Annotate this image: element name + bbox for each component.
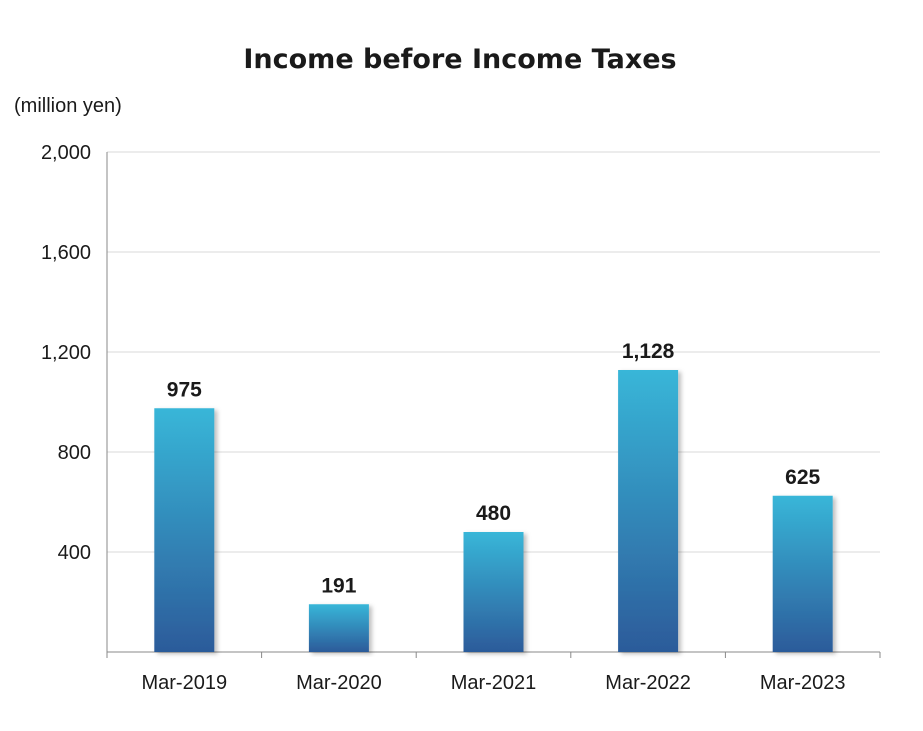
y-tick-label: 800 <box>58 442 91 464</box>
x-category-label: Mar-2021 <box>451 672 537 694</box>
bars <box>154 370 833 652</box>
bar-mar-2020 <box>308 604 369 652</box>
y-tick-label: 400 <box>58 542 91 564</box>
bar-mar-2022 <box>618 370 679 652</box>
bar-mar-2023 <box>772 495 833 652</box>
y-tick-label: 1,600 <box>41 242 91 264</box>
x-category-label: Mar-2019 <box>141 672 227 694</box>
gridlines <box>107 151 880 553</box>
data-label: 480 <box>476 502 511 525</box>
bar-mar-2019 <box>154 408 215 652</box>
y-tick-label: 1,200 <box>41 342 91 364</box>
bar-mar-2021 <box>463 532 524 652</box>
unit-label: (million yen) <box>14 95 122 117</box>
data-label: 191 <box>321 574 356 597</box>
y-tick-label: 2,000 <box>41 142 91 164</box>
data-label: 975 <box>167 378 202 401</box>
data-label: 625 <box>785 466 820 489</box>
labels: 400 800 1,200 1,600 2,000 975 Mar-2019 191 Mar-2… <box>41 142 846 694</box>
x-category-label: Mar-2023 <box>760 672 846 694</box>
chart-title: Income before Income Taxes <box>243 44 676 75</box>
data-label: 1,128 <box>622 340 675 363</box>
x-category-label: Mar-2020 <box>296 672 382 694</box>
x-category-label: Mar-2022 <box>605 672 691 694</box>
